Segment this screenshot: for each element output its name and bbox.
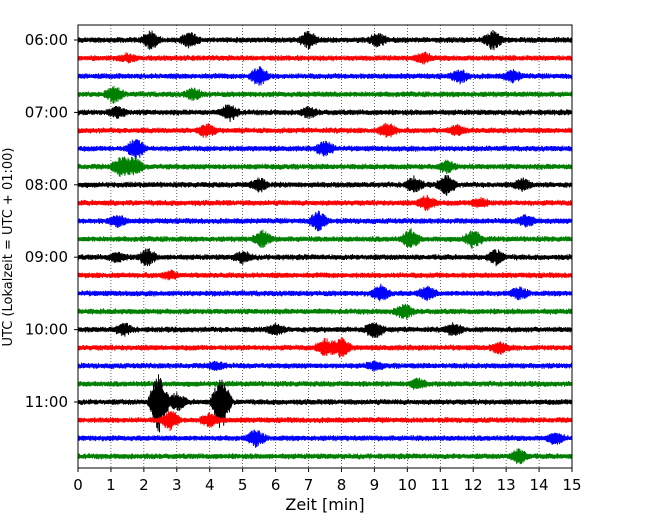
x-tick-label: 8 xyxy=(337,476,347,494)
y-axis-label: UTC (Lokalzeit = UTC + 01:00) xyxy=(1,148,16,347)
x-tick-label: 15 xyxy=(562,476,581,494)
trace-line xyxy=(77,448,573,465)
y-tick-label: 10:00 xyxy=(25,321,68,339)
x-tick-label: 10 xyxy=(398,476,417,494)
x-tick-label: 14 xyxy=(530,476,549,494)
trace-line xyxy=(77,122,573,138)
trace-line xyxy=(77,174,573,196)
x-tick-label: 11 xyxy=(431,476,450,494)
trace-line xyxy=(77,322,573,338)
x-tick-label: 13 xyxy=(497,476,516,494)
x-tick-label: 7 xyxy=(304,476,314,494)
x-tick-label: 2 xyxy=(139,476,149,494)
y-tick-label: 11:00 xyxy=(25,393,68,411)
seismic-traces xyxy=(77,29,573,465)
plot-frame xyxy=(77,24,573,469)
trace-line xyxy=(77,374,573,433)
trace-line xyxy=(77,29,573,51)
x-tick-label: 5 xyxy=(238,476,248,494)
x-tick-label: 3 xyxy=(172,476,182,494)
trace-line xyxy=(77,156,573,178)
trace-line xyxy=(77,269,573,281)
trace-line xyxy=(77,303,573,320)
x-tick-label: 4 xyxy=(205,476,215,494)
x-tick-label: 6 xyxy=(271,476,281,494)
trace-line xyxy=(77,410,573,432)
y-tick-label: 08:00 xyxy=(25,176,68,194)
x-axis-ticks: 0 1 2 3 4 5 6 7 8 9 10 11 12 13 14 15 xyxy=(73,468,582,494)
y-tick-label: 07:00 xyxy=(25,103,68,121)
trace-line xyxy=(77,194,573,211)
y-axis-ticks: 06:00 07:00 08:00 09:00 10:00 11:00 xyxy=(25,31,78,411)
y-tick-label: 06:00 xyxy=(25,31,68,49)
trace-line xyxy=(77,337,573,358)
y-tick-label: 09:00 xyxy=(25,248,68,266)
trace-line xyxy=(77,104,573,123)
trace-line xyxy=(77,360,573,372)
trace-line xyxy=(77,51,573,65)
trace-line xyxy=(77,228,573,249)
trace-line xyxy=(77,139,573,161)
x-tick-label: 12 xyxy=(464,476,483,494)
trace-line xyxy=(77,66,573,86)
trace-line xyxy=(77,210,573,232)
x-tick-label: 1 xyxy=(106,476,116,494)
x-tick-label: 0 xyxy=(73,476,83,494)
trace-line xyxy=(77,429,573,448)
x-tick-label: 9 xyxy=(370,476,380,494)
trace-line xyxy=(77,283,573,302)
x-axis-label: Zeit [min] xyxy=(285,495,364,514)
trace-line xyxy=(77,85,573,104)
trace-line xyxy=(77,248,573,267)
